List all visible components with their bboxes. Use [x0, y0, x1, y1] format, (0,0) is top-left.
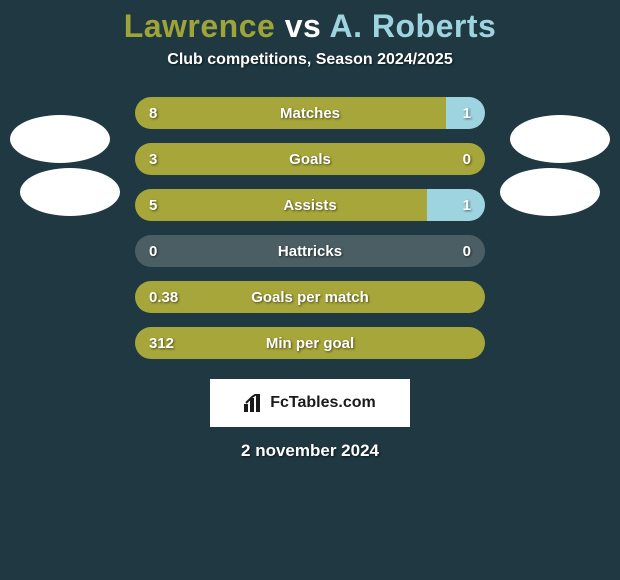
- comparison-title: Lawrence vs A. Roberts: [0, 0, 620, 45]
- bar-segment-left: [135, 235, 485, 267]
- branding-logo: FcTables.com: [210, 379, 410, 427]
- stat-row: Goals per match0.38: [135, 281, 485, 313]
- bar-segment-left: [135, 327, 485, 359]
- stat-row: Assists51: [135, 189, 485, 221]
- stat-row: Matches81: [135, 97, 485, 129]
- bar-segment-left: [135, 281, 485, 313]
- left-avatar: [20, 168, 120, 216]
- right-avatar: [510, 115, 610, 163]
- branding-text: FcTables.com: [270, 394, 376, 412]
- stat-row: Goals30: [135, 143, 485, 175]
- bar-segment-left: [135, 97, 446, 129]
- bar-segment-left: [135, 189, 427, 221]
- chart-icon: [244, 394, 264, 412]
- bar-segment-right: [446, 97, 485, 129]
- bars-container: Matches81 Goals30 Assists51 Hattricks00 Goal…: [135, 97, 485, 359]
- vs-label: vs: [285, 8, 322, 44]
- stat-row: Hattricks00: [135, 235, 485, 267]
- player2-name: A. Roberts: [330, 8, 497, 44]
- snapshot-date: 2 november 2024: [0, 441, 620, 461]
- left-avatar: [10, 115, 110, 163]
- player1-name: Lawrence: [124, 8, 276, 44]
- subtitle: Club competitions, Season 2024/2025: [0, 51, 620, 69]
- right-avatar: [500, 168, 600, 216]
- bar-segment-right: [427, 189, 485, 221]
- stat-row: Min per goal312: [135, 327, 485, 359]
- bar-segment-left: [135, 143, 485, 175]
